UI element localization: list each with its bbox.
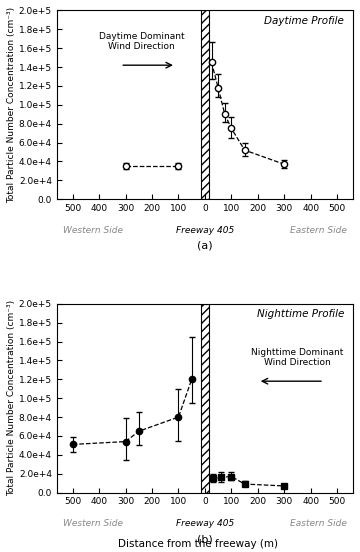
Text: Daytime Dominant
Wind Direction: Daytime Dominant Wind Direction — [99, 31, 184, 51]
Text: Freeway 405: Freeway 405 — [176, 226, 234, 235]
Bar — [201, 10, 209, 199]
Text: Eastern Side: Eastern Side — [290, 226, 347, 235]
Bar — [201, 304, 209, 492]
Text: Eastern Side: Eastern Side — [290, 519, 347, 528]
Y-axis label: Total Particle Number Concentration (cm⁻³): Total Particle Number Concentration (cm⁻… — [7, 7, 16, 203]
Y-axis label: Total Particle Number Concentration (cm⁻³): Total Particle Number Concentration (cm⁻… — [7, 300, 16, 496]
Text: Daytime Profile: Daytime Profile — [264, 16, 344, 26]
Text: Freeway 405: Freeway 405 — [176, 519, 234, 528]
Text: Nighttime Dominant
Wind Direction: Nighttime Dominant Wind Direction — [251, 348, 344, 367]
Text: (b): (b) — [197, 534, 213, 544]
Text: Western Side: Western Side — [63, 226, 123, 235]
Text: Western Side: Western Side — [63, 519, 123, 528]
Text: (a): (a) — [197, 241, 213, 251]
Text: Nighttime Profile: Nighttime Profile — [257, 310, 344, 320]
Text: Distance from the freeway (m): Distance from the freeway (m) — [118, 539, 278, 549]
